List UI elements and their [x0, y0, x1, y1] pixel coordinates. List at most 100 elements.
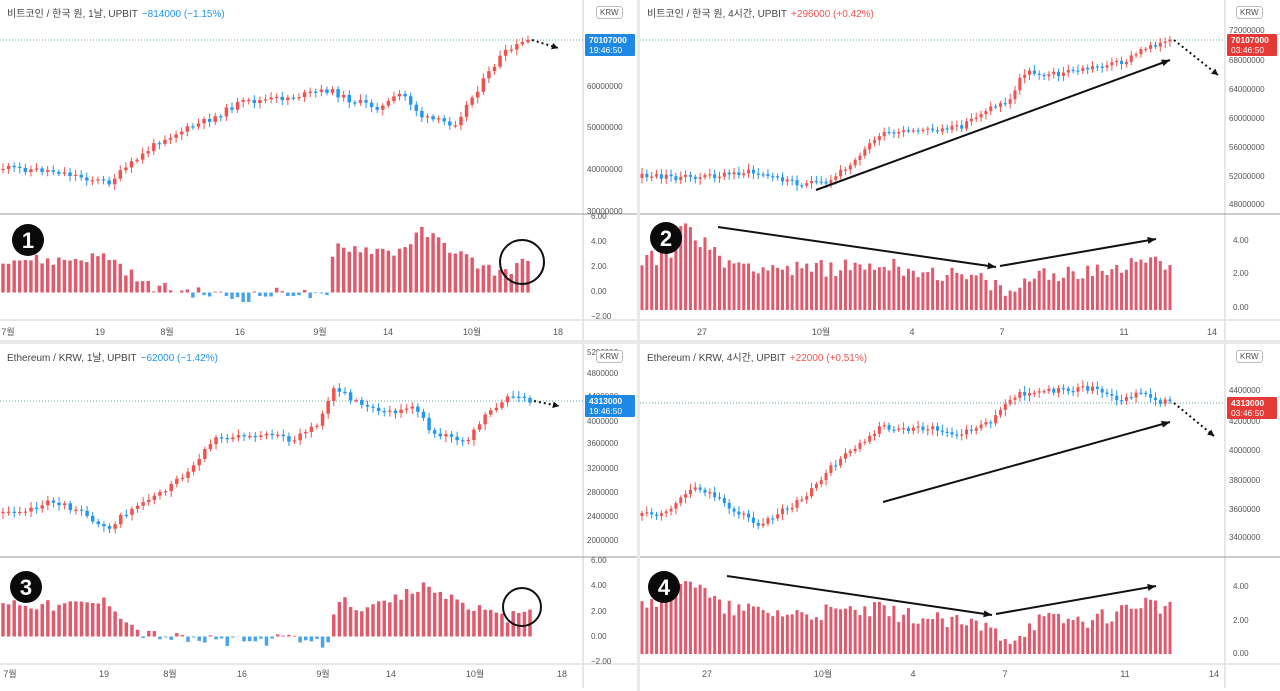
oscillator-bar	[381, 248, 385, 293]
candle	[771, 176, 775, 178]
oscillator-bar	[906, 268, 910, 310]
candle	[877, 426, 881, 434]
oscillator-bar	[1, 263, 5, 293]
oscillator-bar	[950, 267, 954, 310]
candle	[337, 388, 342, 392]
oscillator-bar	[650, 599, 654, 654]
candle	[185, 126, 190, 132]
candle	[863, 441, 867, 443]
x-tick-label: 14	[1209, 669, 1219, 679]
chart-panel-eth-1d[interactable]: 5200000480000044000004000000360000032000…	[0, 344, 637, 691]
x-tick-label: 27	[702, 669, 712, 679]
chart-panel-btc-4h[interactable]: 72000000 68000000 64000000 60000000 56000000…	[640, 0, 1280, 346]
oscillator-bar	[498, 269, 502, 293]
oscillator-bar	[6, 604, 11, 637]
projection-arrow	[1173, 402, 1215, 437]
candle	[369, 102, 374, 108]
candle	[470, 97, 474, 105]
oscillator-bar	[737, 262, 741, 310]
oscillator-bar	[684, 223, 688, 310]
oscillator-bar	[979, 630, 983, 654]
oscillator-bar	[281, 635, 286, 637]
callout-number: 2	[660, 226, 672, 251]
trend-line	[717, 226, 997, 268]
oscillator-bar	[1013, 640, 1017, 654]
oscillator-bar	[224, 292, 229, 297]
oscillator-bar	[414, 232, 419, 293]
candle	[526, 39, 530, 43]
candle	[203, 449, 207, 459]
candle	[118, 514, 123, 525]
oscillator-bar	[263, 292, 268, 297]
candle	[916, 426, 920, 428]
oscillator-bar	[51, 610, 56, 637]
oscillator-bar	[708, 597, 712, 654]
oscillator-bar	[483, 609, 487, 637]
oscillator-bar	[1071, 271, 1075, 310]
oscillator-bar	[703, 587, 707, 654]
candle	[180, 477, 185, 480]
oscillator-bar	[742, 263, 746, 310]
candle	[756, 173, 760, 175]
oscillator-bar	[57, 604, 61, 637]
candle	[727, 172, 731, 175]
candle	[994, 415, 998, 424]
oscillator-bar	[444, 598, 448, 637]
symbol-title: 비트코인 / 한국 원, 4시간, UPBIT	[647, 9, 788, 20]
trend-arrow-head	[1161, 59, 1170, 67]
currency-badge[interactable]: KRW	[1236, 350, 1263, 363]
projection-arrow-head	[552, 401, 559, 409]
oscillator-bar	[308, 292, 312, 299]
candle	[6, 165, 11, 169]
oscillator-bar	[1105, 275, 1109, 310]
candle	[275, 434, 280, 436]
candle	[96, 179, 100, 181]
price-label: 70107000	[1231, 35, 1269, 45]
candle	[906, 130, 910, 132]
candle	[298, 433, 302, 441]
oscillator-bar	[314, 292, 318, 294]
chart-panel-btc-1d[interactable]: 60000000 50000000 40000000 30000000 6.00 4.00…	[0, 0, 637, 346]
oscillator-bar	[388, 602, 392, 637]
oscillator-bar	[655, 265, 659, 310]
oscillator-bar	[940, 280, 944, 310]
oscillator-bar	[974, 275, 978, 310]
oscillator-bar	[1066, 266, 1070, 310]
oscillator-bar	[259, 636, 263, 639]
oscillator-bar	[790, 614, 794, 654]
currency-badge[interactable]: KRW	[1236, 6, 1263, 19]
candle	[68, 503, 73, 510]
currency-badge[interactable]: KRW	[596, 6, 623, 19]
oscillator-bar	[453, 253, 458, 293]
eth-4h-chart[interactable]: 4400000 4200000 4000000 3800000 3600000 34000…	[640, 344, 1280, 691]
candle	[824, 473, 828, 481]
candle	[810, 488, 814, 497]
oscillator-bar	[921, 618, 925, 654]
chart-title: Ethereum / KRW, 4시간, UPBIT +22000 (+0.51%…	[647, 349, 867, 364]
candle	[790, 507, 794, 510]
oscillator-bar	[270, 636, 274, 639]
candle	[416, 406, 420, 412]
chart-panel-eth-4h[interactable]: 4400000 4200000 4000000 3800000 3600000 34000…	[640, 344, 1280, 691]
candle	[259, 435, 263, 438]
oscillator-bar	[902, 275, 906, 310]
candle	[40, 168, 44, 172]
oscillator-bar	[868, 263, 872, 310]
candle	[360, 400, 364, 405]
candle	[364, 100, 368, 103]
oscillator-bar	[179, 290, 184, 293]
candle	[732, 172, 736, 175]
candle	[487, 71, 491, 79]
candle	[674, 503, 678, 509]
chart-title: 비트코인 / 한국 원, 1날, UPBIT −814000 (−1.15%)	[7, 5, 225, 20]
oscillator-bar	[369, 253, 374, 293]
btc-4h-chart[interactable]: 72000000 68000000 64000000 60000000 56000000…	[640, 0, 1280, 346]
oscillator-bar	[152, 631, 157, 637]
candle	[498, 55, 502, 67]
candle	[107, 180, 111, 185]
eth-1d-chart[interactable]: 5200000480000044000004000000360000032000…	[0, 344, 637, 691]
currency-badge[interactable]: KRW	[596, 350, 623, 363]
oscillator-bar	[868, 616, 872, 654]
oscillator-bar	[780, 269, 784, 310]
